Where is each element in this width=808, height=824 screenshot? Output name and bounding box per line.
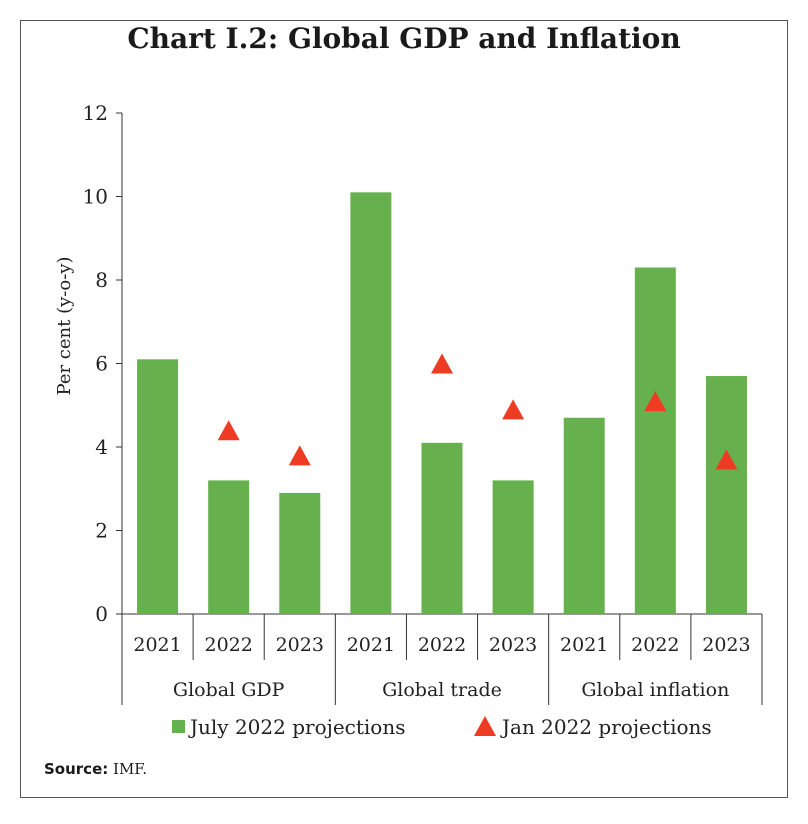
source-label: Source: [44,760,109,778]
x-tick-label: 2022 [631,634,679,656]
y-tick-label: 10 [83,185,108,209]
y-tick-label: 2 [95,519,108,543]
x-tick-label: 2022 [204,634,252,656]
y-tick-label: 8 [95,268,108,292]
legend-label-bar: July 2022 projections [188,715,405,739]
legend-swatch-bar [172,720,185,733]
bar [563,417,605,614]
bar [137,359,179,614]
x-tick-label: 2021 [347,634,395,656]
y-axis-title: Per cent (y-o-y) [54,257,75,396]
y-tick-label: 0 [95,602,108,626]
x-tick-label: 2021 [133,634,181,656]
x-tick-label: 2022 [418,634,466,656]
triangle-marker [644,391,667,412]
bar [279,492,321,614]
bar [421,442,463,614]
triangle-marker [217,420,240,441]
legend-label-triangle: Jan 2022 projections [500,715,712,739]
y-tick-label: 6 [95,352,108,376]
group-label: Global GDP [173,679,285,701]
bar [350,192,392,614]
x-tick-label: 2021 [560,634,608,656]
triangle-marker [288,445,311,466]
x-tick-label: 2023 [702,634,750,656]
bar [634,267,676,614]
bar [208,480,250,614]
source-text: IMF. [108,760,148,778]
group-label: Global inflation [581,679,729,701]
triangle-marker [715,449,738,470]
triangle-marker [431,353,453,374]
chart-title: Chart I.2: Global GDP and Inflation [127,22,681,55]
source-note: Source: IMF. [44,760,147,778]
legend-swatch-triangle [474,716,496,736]
y-tick-label: 12 [83,101,108,125]
x-tick-label: 2023 [489,634,537,656]
x-tick-label: 2023 [276,634,324,656]
y-tick-label: 4 [95,435,108,459]
group-label: Global trade [382,679,502,701]
bar [705,376,747,614]
triangle-marker [502,399,525,420]
bar [492,480,534,614]
